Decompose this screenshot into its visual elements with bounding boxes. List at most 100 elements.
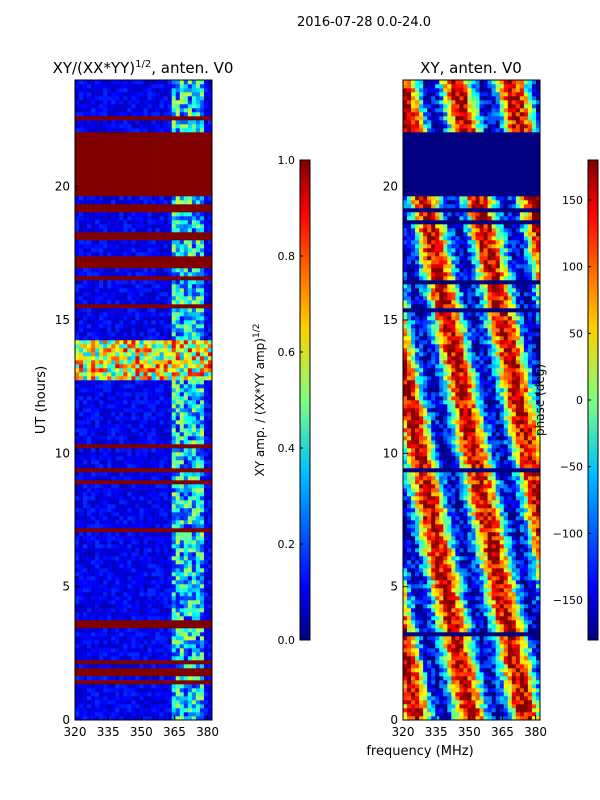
amplitude-cell [131, 548, 136, 553]
amplitude-cell [187, 556, 193, 561]
amplitude-cell [207, 272, 213, 277]
amplitude-cell [135, 424, 140, 429]
amplitude-cell [171, 572, 177, 577]
amplitude-cell [171, 664, 177, 669]
amplitude-cell [151, 160, 156, 165]
amplitude-cell [119, 680, 124, 685]
amplitude-cell [115, 432, 120, 437]
amplitude-cell [151, 328, 156, 333]
amplitude-cell [207, 496, 213, 501]
amplitude-cell [135, 272, 140, 277]
amplitude-cell [175, 296, 181, 301]
amplitude-cell [171, 608, 177, 613]
amplitude-cell [195, 236, 201, 241]
amplitude-cell [147, 576, 152, 581]
amplitude-cell [99, 332, 104, 337]
amplitude-cell [111, 596, 116, 601]
amplitude-cell [207, 716, 213, 721]
amplitude-cell [187, 688, 193, 693]
amplitude-cell [143, 412, 148, 417]
amplitude-cell [131, 504, 136, 509]
amplitude-cell [195, 416, 201, 421]
amplitude-cell [151, 360, 156, 365]
amplitude-cell [163, 388, 168, 393]
amplitude-cell [163, 160, 168, 165]
amplitude-cell [103, 636, 108, 641]
amplitude-cell [139, 588, 144, 593]
amplitude-cell [119, 244, 124, 249]
amplitude-cell [175, 592, 181, 597]
amplitude-cell [143, 588, 148, 593]
amplitude-cell [75, 388, 80, 393]
amplitude-cell [99, 476, 104, 481]
amplitude-cell [107, 316, 112, 321]
amplitude-cell [123, 496, 128, 501]
amplitude-cell [171, 384, 177, 389]
amplitude-cell [159, 408, 164, 413]
amplitude-cell [91, 528, 96, 533]
amplitude-cell [135, 236, 140, 241]
amplitude-cell [99, 356, 104, 361]
amplitude-cell [115, 556, 120, 561]
amplitude-cell [183, 204, 189, 209]
amplitude-cell [135, 368, 140, 373]
amplitude-cell [199, 532, 205, 537]
amplitude-cell [203, 620, 209, 625]
amplitude-cell [191, 592, 197, 597]
amplitude-cell [199, 256, 205, 261]
amplitude-cell [115, 292, 120, 297]
amplitude-cell [91, 712, 96, 717]
amplitude-cell [187, 608, 193, 613]
amplitude-cell [167, 360, 173, 365]
amplitude-cell [171, 524, 177, 529]
amplitude-cell [115, 140, 120, 145]
amplitude-cell [167, 632, 173, 637]
amplitude-cell [135, 552, 140, 557]
amplitude-cell [115, 200, 120, 205]
amplitude-cell [87, 388, 92, 393]
amplitude-cell [95, 308, 100, 313]
amplitude-cell [151, 700, 156, 705]
amplitude-cell [119, 544, 124, 549]
amplitude-cell [207, 432, 213, 437]
amplitude-cell [163, 172, 168, 177]
amplitude-cell [163, 624, 168, 629]
amplitude-cell [131, 716, 136, 721]
amplitude-cell [103, 140, 108, 145]
amplitude-cell [87, 592, 92, 597]
amplitude-cell [187, 580, 193, 585]
amplitude-cell [159, 224, 164, 229]
amplitude-cell [119, 564, 124, 569]
amplitude-cell [127, 272, 132, 277]
amplitude-cell [187, 692, 193, 697]
amplitude-cell [103, 504, 108, 509]
amplitude-cell [91, 428, 96, 433]
amplitude-cell [159, 448, 164, 453]
figure-suptitle: 2016-07-28 0.0-24.0 [297, 15, 431, 30]
amplitude-cell [75, 144, 80, 149]
amplitude-cell [151, 572, 156, 577]
amplitude-cell [75, 140, 80, 145]
amplitude-cell [191, 352, 197, 357]
amplitude-cell [163, 144, 168, 149]
amplitude-cell [155, 484, 160, 489]
amplitude-cell [131, 624, 136, 629]
amplitude-cell [79, 560, 84, 565]
amplitude-cell [167, 356, 173, 361]
amplitude-cell [147, 700, 152, 705]
amplitude-cell [135, 364, 140, 369]
amplitude-cell [147, 188, 152, 193]
amplitude-cell [207, 568, 213, 573]
amplitude-cell [139, 668, 144, 673]
amplitude-cell [179, 308, 185, 313]
amplitude-cell [83, 332, 88, 337]
amplitude-cell [103, 604, 108, 609]
amplitude-cell [179, 312, 185, 317]
amplitude-cell [175, 332, 181, 337]
amplitude-cell [191, 140, 197, 145]
amplitude-cell [83, 216, 88, 221]
amplitude-cell [91, 164, 96, 169]
amplitude-cell [123, 280, 128, 285]
amplitude-cell [207, 136, 213, 141]
amplitude-cell [147, 648, 152, 653]
